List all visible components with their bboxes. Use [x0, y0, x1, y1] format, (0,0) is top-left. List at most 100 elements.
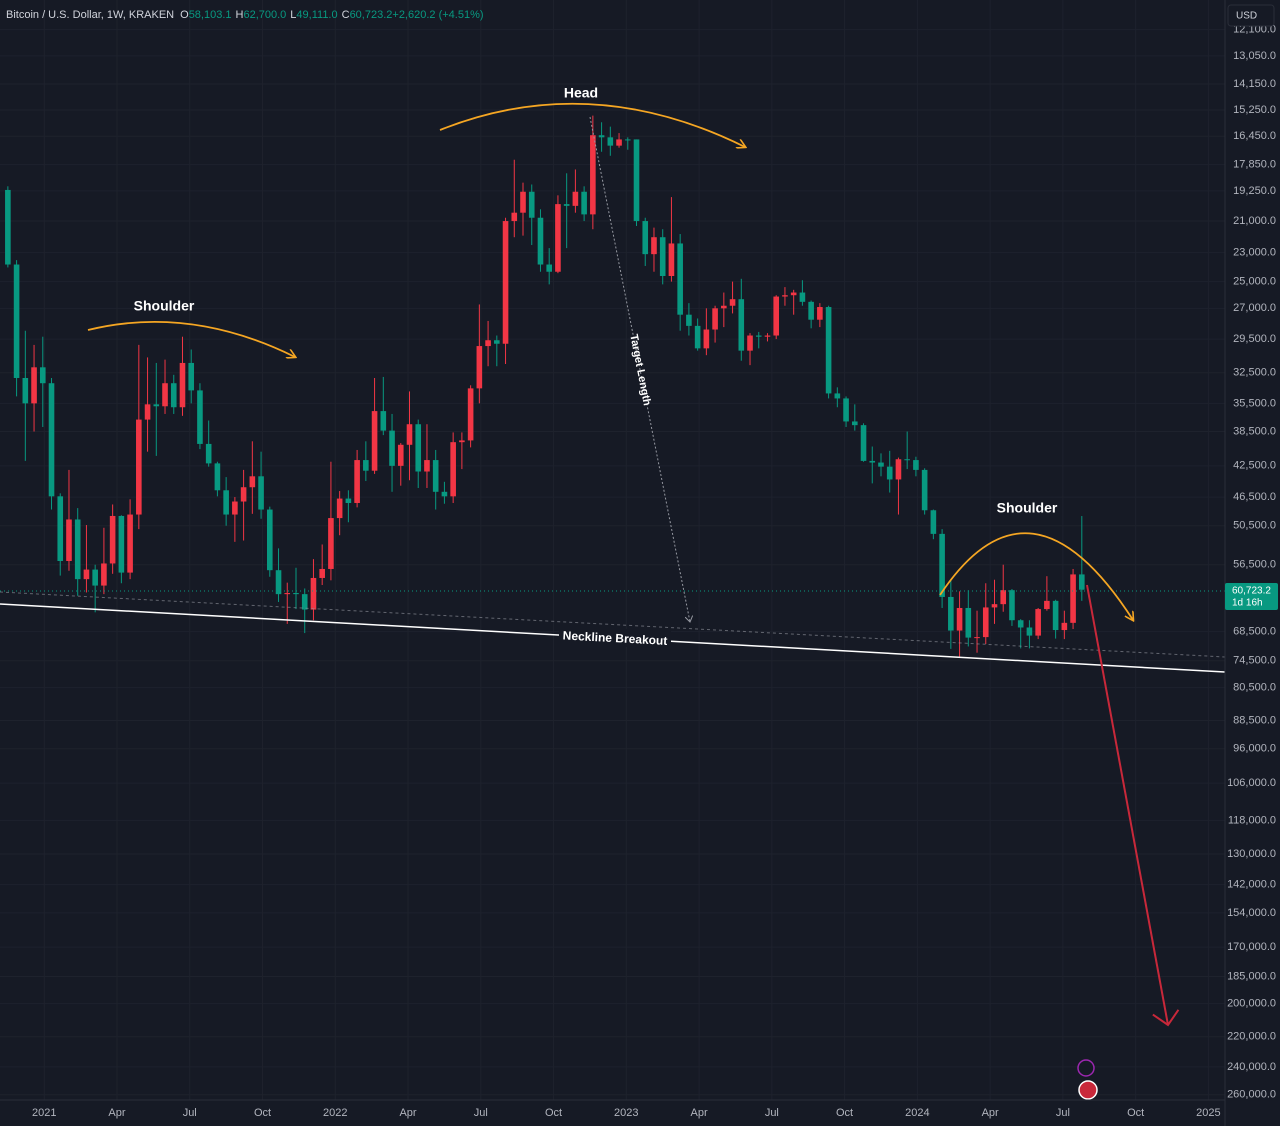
candle-body: [851, 421, 858, 426]
currency-button[interactable]: [1227, 4, 1275, 27]
candle-body: [170, 383, 177, 408]
candle-body: [520, 191, 526, 213]
field-key: L: [290, 9, 296, 21]
candle-body: [799, 292, 806, 302]
y-tick-label: 50,500.0: [1233, 520, 1276, 532]
candle-body: [563, 204, 570, 206]
neckline-label-bg: [559, 629, 671, 647]
candle-body: [450, 442, 456, 497]
candle-body: [83, 569, 90, 580]
y-tick-label: 118,000.0: [1228, 814, 1276, 826]
candle-body: [205, 443, 212, 464]
candle-body: [590, 135, 596, 215]
candle-body: [424, 460, 430, 472]
y-tick-label: 74,500.0: [1233, 655, 1276, 667]
candle-body: [677, 243, 683, 315]
y-tick-label: 42,500.0: [1233, 460, 1276, 472]
field-key: H: [236, 9, 244, 21]
candle-body: [930, 510, 937, 534]
y-tick-label: 35,500.0: [1233, 397, 1276, 409]
candle-body: [284, 593, 291, 595]
right-shoulder-arc: [939, 532, 1133, 620]
x-tick-label: Jul: [765, 1107, 779, 1119]
left-shoulder-arc: [87, 320, 295, 357]
candle-body: [1026, 627, 1033, 636]
candle-body: [345, 498, 352, 503]
candle-body: [869, 460, 876, 463]
y-tick-label: 154,000.0: [1227, 907, 1276, 919]
candle-body: [101, 563, 107, 586]
right-shoulder-label: Shoulder: [997, 500, 1058, 516]
candle-body: [5, 189, 11, 265]
candle-body: [904, 459, 910, 461]
candle-body: [502, 221, 509, 344]
candle-body: [555, 204, 561, 272]
y-tick-label: 21,000.0: [1233, 215, 1276, 227]
candle-body: [441, 491, 448, 497]
candle-body: [476, 346, 483, 389]
candle-body: [258, 476, 264, 510]
candle-body: [118, 515, 125, 573]
currency: USD: [1236, 11, 1257, 22]
candle-body: [266, 509, 273, 571]
candle-body: [109, 515, 116, 564]
y-tick-label: 13,050.0: [1233, 50, 1276, 62]
header: Bitcoin / U.S. Dollar, 1W, KRAKEN O58,103…: [6, 9, 484, 21]
candle-body: [1017, 620, 1024, 628]
candle-body: [214, 463, 221, 491]
y-tick-label: 46,500.0: [1233, 491, 1276, 503]
candle-body: [415, 424, 422, 472]
price-axis: 12,100.0 13,050.0 14,150.0 15,250.0 16,450.0…: [1227, 24, 1276, 1101]
candle-body: [1052, 600, 1059, 631]
last-price-box: [1225, 583, 1278, 610]
candle-body: [380, 411, 387, 431]
y-tick-label: 38,500.0: [1233, 425, 1276, 437]
candle-body: [825, 307, 832, 394]
candle-body: [57, 496, 64, 561]
candle-body: [162, 383, 168, 407]
field-value: 58,103.1: [189, 9, 232, 21]
candle-body: [598, 135, 605, 138]
candle-body: [328, 518, 334, 569]
x-tick-label: Oct: [254, 1107, 271, 1119]
candle-body: [432, 460, 439, 492]
candle-body: [249, 476, 256, 488]
candle-body: [686, 314, 692, 326]
y-tick-label: 96,000.0: [1233, 743, 1276, 755]
event-flag[interactable]: [1078, 1080, 1098, 1100]
candle-body: [921, 469, 928, 511]
candle-body: [581, 191, 587, 215]
candle-body: [459, 440, 465, 443]
dotted-neckline: [0, 591, 1226, 658]
candle-body: [336, 498, 343, 519]
candle-body: [223, 490, 229, 515]
neckline-label: Neckline Breakout: [562, 628, 667, 647]
candle-body: [808, 301, 814, 320]
candle-body: [773, 296, 780, 336]
candle-body: [136, 419, 142, 515]
field-key: O: [180, 9, 189, 21]
candle-body: [703, 329, 710, 349]
event-icon[interactable]: [1077, 1059, 1095, 1077]
candle-body: [467, 388, 474, 441]
candle-body: [232, 501, 238, 515]
candle-body: [878, 462, 884, 467]
candle-body: [895, 459, 902, 480]
field-value: 60,723.2: [350, 9, 393, 21]
candle-body: [354, 460, 360, 503]
candle-body: [721, 305, 727, 309]
time-axis: 2021 Apr Jul Oct 2022 Apr Jul Oct 2023 Apr Jul Oct 2…: [32, 1107, 1221, 1119]
candle-body: [319, 568, 325, 578]
y-tick-label: 106,000.0: [1227, 777, 1276, 789]
candle-body: [153, 404, 160, 407]
y-tick-label: 27,000.0: [1233, 302, 1276, 314]
y-tick-label: 12,100.0: [1233, 24, 1276, 36]
candle-body: [301, 594, 308, 610]
candle-body: [668, 243, 675, 276]
candle-body: [651, 237, 657, 255]
x-tick-label: 2022: [323, 1107, 347, 1119]
candle-body: [956, 607, 963, 631]
left-shoulder-label: Shoulder: [134, 298, 195, 314]
candle-body: [494, 340, 500, 344]
